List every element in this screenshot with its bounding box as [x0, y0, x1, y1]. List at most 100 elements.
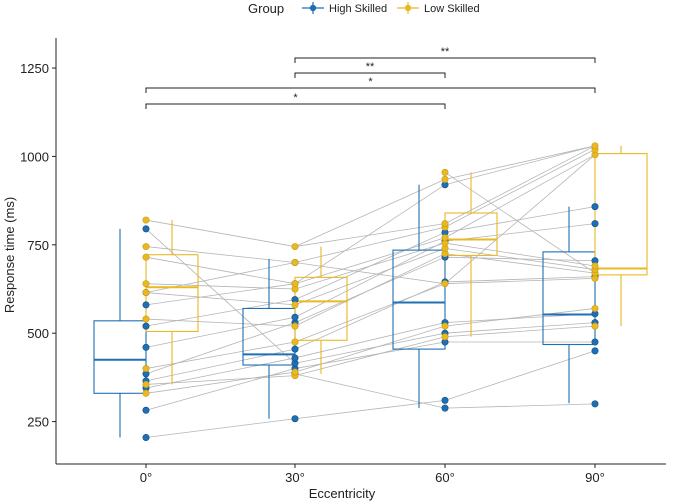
- data-point: [591, 322, 599, 330]
- significance-label: *: [293, 92, 298, 104]
- box: [542, 251, 596, 346]
- legend-label: High Skilled: [329, 3, 387, 15]
- paired-line: [145, 246, 296, 263]
- paired-line: [444, 325, 596, 338]
- box: [294, 276, 348, 341]
- legend-title: Group: [248, 1, 284, 16]
- paired-line: [294, 262, 446, 285]
- data-point: [291, 354, 299, 362]
- data-point: [142, 389, 150, 397]
- paired-line: [145, 283, 296, 306]
- data-point: [291, 313, 299, 321]
- paired-line: [444, 276, 596, 283]
- paired-line: [444, 247, 596, 270]
- data-point: [291, 322, 299, 330]
- data-point: [591, 400, 599, 408]
- series-low-skilled: [145, 145, 648, 385]
- paired-line: [444, 350, 596, 401]
- data-point: [591, 220, 599, 228]
- paired-line: [145, 219, 296, 247]
- paired-line: [294, 322, 446, 359]
- box: [392, 249, 446, 350]
- paired-line: [145, 292, 296, 306]
- data-point: [591, 347, 599, 355]
- paired-line: [444, 145, 596, 186]
- paired-line: [444, 308, 596, 327]
- data-point: [142, 289, 150, 297]
- paired-line: [145, 371, 296, 394]
- paired-line: [294, 253, 446, 327]
- series-high-skilled: [93, 184, 596, 438]
- bracket-line: [294, 72, 446, 78]
- paired-line: [145, 418, 296, 438]
- data-point: [142, 225, 150, 233]
- significance-label: **: [366, 61, 375, 73]
- data-point: [291, 301, 299, 309]
- data-point: [591, 304, 599, 312]
- x-tick-label: 90°: [585, 470, 605, 485]
- paired-line: [145, 283, 296, 290]
- paired-line: [444, 253, 596, 274]
- bracket-line: [294, 57, 596, 63]
- paired-line: [294, 399, 446, 420]
- paired-line: [444, 149, 596, 228]
- box: [594, 153, 648, 276]
- paired-line: [294, 240, 446, 318]
- x-tick-label: 0°: [140, 470, 152, 485]
- data-point: [441, 220, 449, 228]
- data-point: [142, 343, 150, 351]
- data-point: [441, 175, 449, 183]
- y-tick-label: 1250: [20, 61, 49, 76]
- data-point: [291, 338, 299, 346]
- points-low-skilled: [142, 142, 599, 397]
- paired-line: [294, 179, 446, 247]
- paired-line: [444, 322, 596, 334]
- y-tick-label: 250: [27, 415, 49, 430]
- data-point: [291, 243, 299, 251]
- data-point: [142, 322, 150, 330]
- x-axis-title: Eccentricity: [309, 486, 376, 501]
- paired-line: [444, 145, 596, 180]
- paired-line: [145, 228, 296, 364]
- data-point: [142, 243, 150, 251]
- paired-line: [294, 332, 446, 364]
- data-point: [441, 168, 449, 176]
- data-point: [291, 368, 299, 376]
- data-point: [142, 216, 150, 224]
- paired-line: [444, 145, 596, 224]
- paired-line: [294, 373, 446, 409]
- paired-line: [145, 318, 296, 327]
- data-point: [441, 404, 449, 412]
- paired-line: [444, 154, 596, 239]
- data-point: [142, 365, 150, 373]
- paired-line: [294, 223, 446, 247]
- data-point: [441, 333, 449, 341]
- data-point: [441, 322, 449, 330]
- data-point: [142, 301, 150, 309]
- paired-line: [294, 336, 446, 377]
- paired-line: [444, 223, 596, 242]
- data-point: [591, 338, 599, 346]
- data-point: [291, 280, 299, 288]
- significance-bracket: **: [294, 46, 596, 63]
- significance-label: *: [368, 76, 373, 88]
- data-point: [591, 142, 599, 150]
- paired-line: [444, 242, 596, 267]
- significance-bracket: *: [145, 92, 446, 109]
- paired-line: [294, 184, 446, 285]
- x-tick-label: 60°: [435, 470, 455, 485]
- paired-line: [294, 325, 446, 373]
- box: [93, 320, 147, 394]
- legend: Group High Skilled Low Skilled: [248, 1, 480, 16]
- paired-line: [444, 154, 596, 285]
- paired-line: [294, 247, 446, 306]
- data-point: [291, 415, 299, 423]
- data-point: [441, 234, 449, 242]
- data-point: [142, 315, 150, 323]
- paired-line: [145, 299, 296, 327]
- paired-line: [145, 316, 296, 348]
- data-point: [142, 280, 150, 288]
- paired-line: [444, 277, 596, 285]
- paired-line: [294, 237, 446, 285]
